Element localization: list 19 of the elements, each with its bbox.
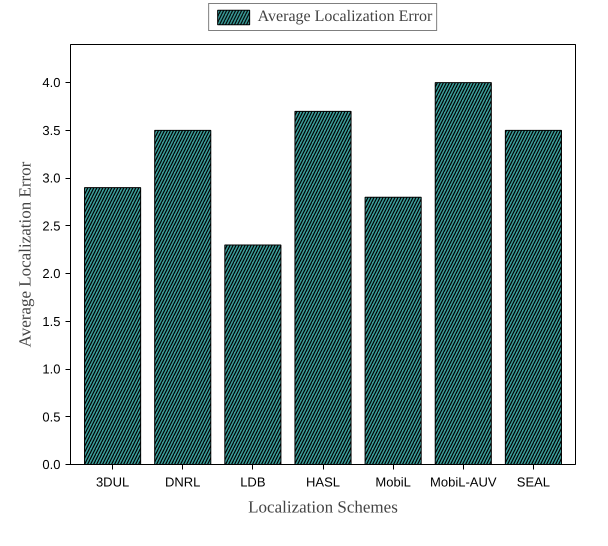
x-tick-label: LDB xyxy=(240,474,266,490)
y-tick-label: 0.0 xyxy=(42,457,61,472)
legend-label: Average Localization Error xyxy=(258,8,432,26)
x-tick-label: 3DUL xyxy=(96,474,130,490)
x-axis-title: Localization Schemes xyxy=(248,498,398,516)
x-tick-label: HASL xyxy=(306,474,340,490)
y-tick-label: 1.0 xyxy=(42,362,61,377)
y-tick-label: 0.5 xyxy=(42,409,61,424)
x-tick-label: MobiL-AUV xyxy=(430,474,497,490)
x-tick-label: DNRL xyxy=(165,474,200,490)
x-tick-label: SEAL xyxy=(516,474,550,490)
y-tick-label: 3.0 xyxy=(42,170,61,186)
y-tick-label: 4.0 xyxy=(42,75,61,90)
y-axis-title: Average Localization Error xyxy=(15,161,34,348)
y-tick-label: 2.5 xyxy=(42,218,61,234)
y-tick-label: 3.5 xyxy=(42,122,61,138)
y-tick-label: 2.0 xyxy=(42,266,61,282)
x-tick-label: MobiL xyxy=(375,474,411,490)
y-tick-label: 1.5 xyxy=(42,314,61,329)
